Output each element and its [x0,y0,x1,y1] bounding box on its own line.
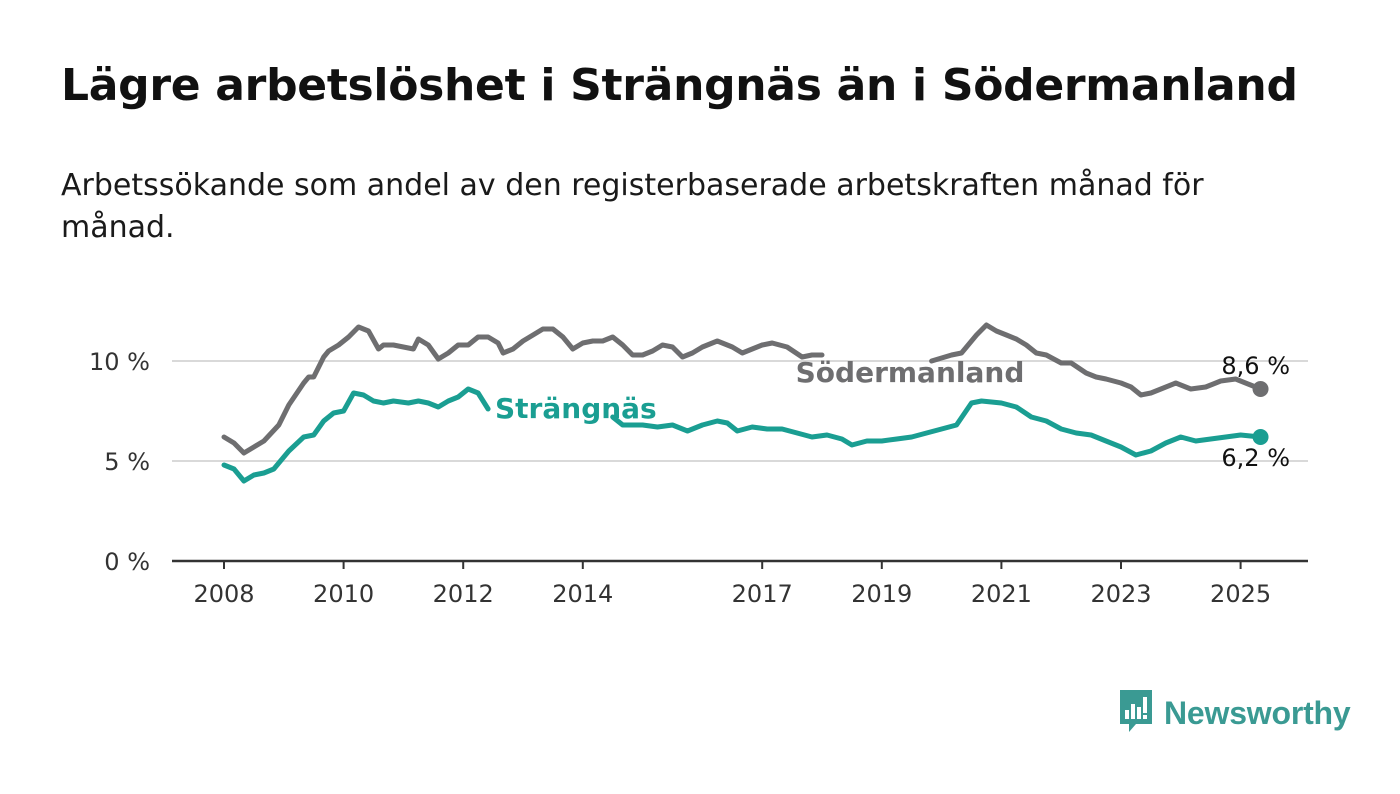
series-lines [221,322,1269,484]
newsworthy-logo: Newsworthy [1118,690,1351,736]
brand-name: Newsworthy [1164,694,1351,731]
end-point-strängnäs [1252,429,1269,445]
grid-lines: 0 % 5 % 10 % [89,348,1308,576]
x-tick-label: 2021 [971,580,1032,608]
series-line-strängnäs-part-2 [610,398,1263,458]
x-tick-label: 2014 [552,580,613,608]
x-tick-label: 2025 [1210,580,1271,608]
y-tick-label: 5 % [104,448,150,476]
page-title: Lägre arbetslöshet i Strängnäs än i Söde… [61,60,1298,111]
end-point-södermanland [1252,381,1269,397]
x-tick-label: 2008 [193,580,254,608]
series-label-sodermanland: Södermanland [796,356,1025,389]
end-label-strangnas: 6,2 % [1221,444,1290,472]
x-axis: 2008 2010 2012 2014 2017 2019 2021 2023 2025 [172,559,1308,608]
x-tick-label: 2010 [313,580,374,608]
series-labels: Södermanland Strängnäs 8,6 % 6,2 % [495,352,1290,472]
series-label-strangnas: Strängnäs [495,392,657,425]
series-line-södermanland-part-2 [929,322,1263,398]
x-tick-label: 2012 [433,580,494,608]
end-label-sodermanland: 8,6 % [1221,352,1290,380]
line-chart: 0 %5 %10 % 2008 2010 2012 2014 2017 2019 2021 2… [89,322,1308,608]
series-line-södermanland-part-1 [221,324,825,456]
y-tick-label: 0 % [104,548,150,576]
series-line-strängnäs-part-1 [221,386,491,484]
x-tick-label: 2023 [1090,580,1151,608]
x-tick-label: 2019 [851,580,912,608]
chart-subtitle: Arbetssökande som andel av den registerb… [61,168,1204,245]
y-tick-label: 10 % [89,348,150,376]
bar-chart-speech-bubble-icon [1118,688,1154,738]
x-tick-label: 2017 [732,580,793,608]
